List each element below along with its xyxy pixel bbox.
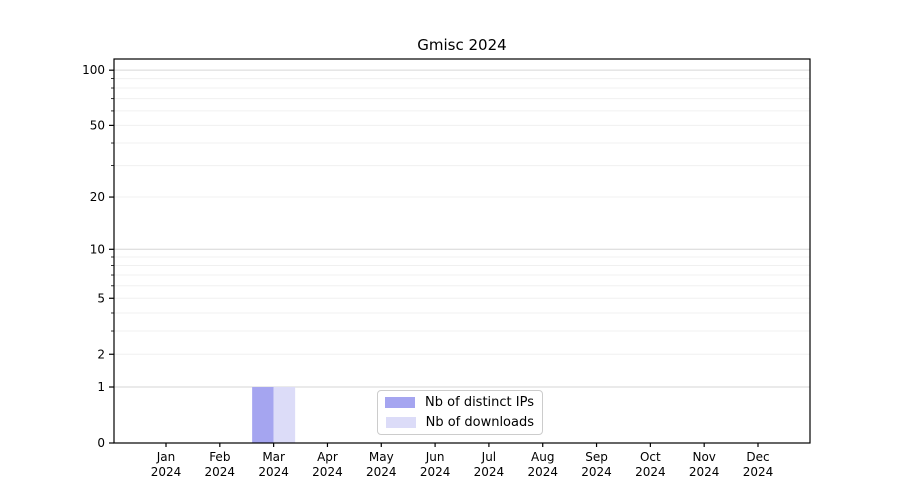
y-tick-label: 50 (90, 118, 105, 132)
x-tick-label-year: 2024 (312, 465, 343, 479)
x-tick-label-month: Sep (585, 450, 608, 464)
y-tick-label: 0 (97, 436, 105, 450)
legend-label-downloads: Nb of downloads (425, 415, 534, 430)
y-tick-label: 2 (97, 347, 105, 361)
x-tick-label-year: 2024 (474, 465, 505, 479)
y-tick-label: 100 (82, 63, 105, 77)
x-tick-label-year: 2024 (258, 465, 289, 479)
chart-title: Gmisc 2024 (417, 36, 507, 54)
x-tick-label-month: Apr (317, 450, 338, 464)
y-tick-label: 20 (90, 190, 105, 204)
x-tick-label-month: Aug (531, 450, 554, 464)
legend-swatch-downloads (385, 417, 416, 428)
x-tick-label-month: Jul (481, 450, 496, 464)
x-tick-label-month: Mar (262, 450, 285, 464)
x-tick-label-year: 2024 (151, 465, 182, 479)
legend-item-downloads: Nb of downloads (385, 413, 534, 432)
x-tick-label-month: Feb (209, 450, 230, 464)
x-tick-label-year: 2024 (527, 465, 558, 479)
x-tick-label-month: Dec (746, 450, 769, 464)
x-tick-label-month: Jun (425, 450, 445, 464)
x-tick-label-year: 2024 (366, 465, 397, 479)
x-tick-label-year: 2024 (205, 465, 236, 479)
x-tick-label-year: 2024 (743, 465, 774, 479)
bar-nb-of-downloads (273, 387, 296, 443)
bar-nb-of-distinct-ips (252, 387, 274, 443)
y-tick-label: 5 (97, 291, 105, 305)
x-tick-label-year: 2024 (635, 465, 666, 479)
y-tick-label: 1 (97, 380, 105, 394)
legend-swatch-distinct-ips (385, 397, 416, 408)
y-tick-label: 10 (90, 242, 105, 256)
x-tick-label-year: 2024 (581, 465, 612, 479)
chart-legend: Nb of distinct IPs Nb of downloads (377, 390, 543, 435)
x-tick-label-month: May (369, 450, 394, 464)
legend-item-distinct-ips: Nb of distinct IPs (385, 393, 534, 412)
legend-label-distinct-ips: Nb of distinct IPs (425, 395, 534, 410)
x-tick-label-month: Jan (156, 450, 176, 464)
x-tick-label-month: Nov (692, 450, 715, 464)
x-tick-label-year: 2024 (420, 465, 451, 479)
x-tick-label-year: 2024 (689, 465, 720, 479)
x-tick-label-month: Oct (640, 450, 661, 464)
plot-border (113, 58, 811, 444)
